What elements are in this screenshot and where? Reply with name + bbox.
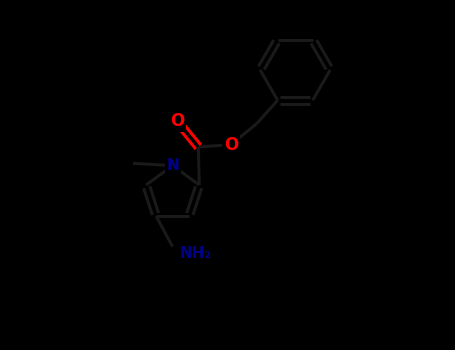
- Text: O: O: [170, 112, 184, 130]
- Text: N: N: [166, 158, 179, 173]
- Text: O: O: [224, 136, 238, 154]
- Text: NH₂: NH₂: [180, 246, 212, 261]
